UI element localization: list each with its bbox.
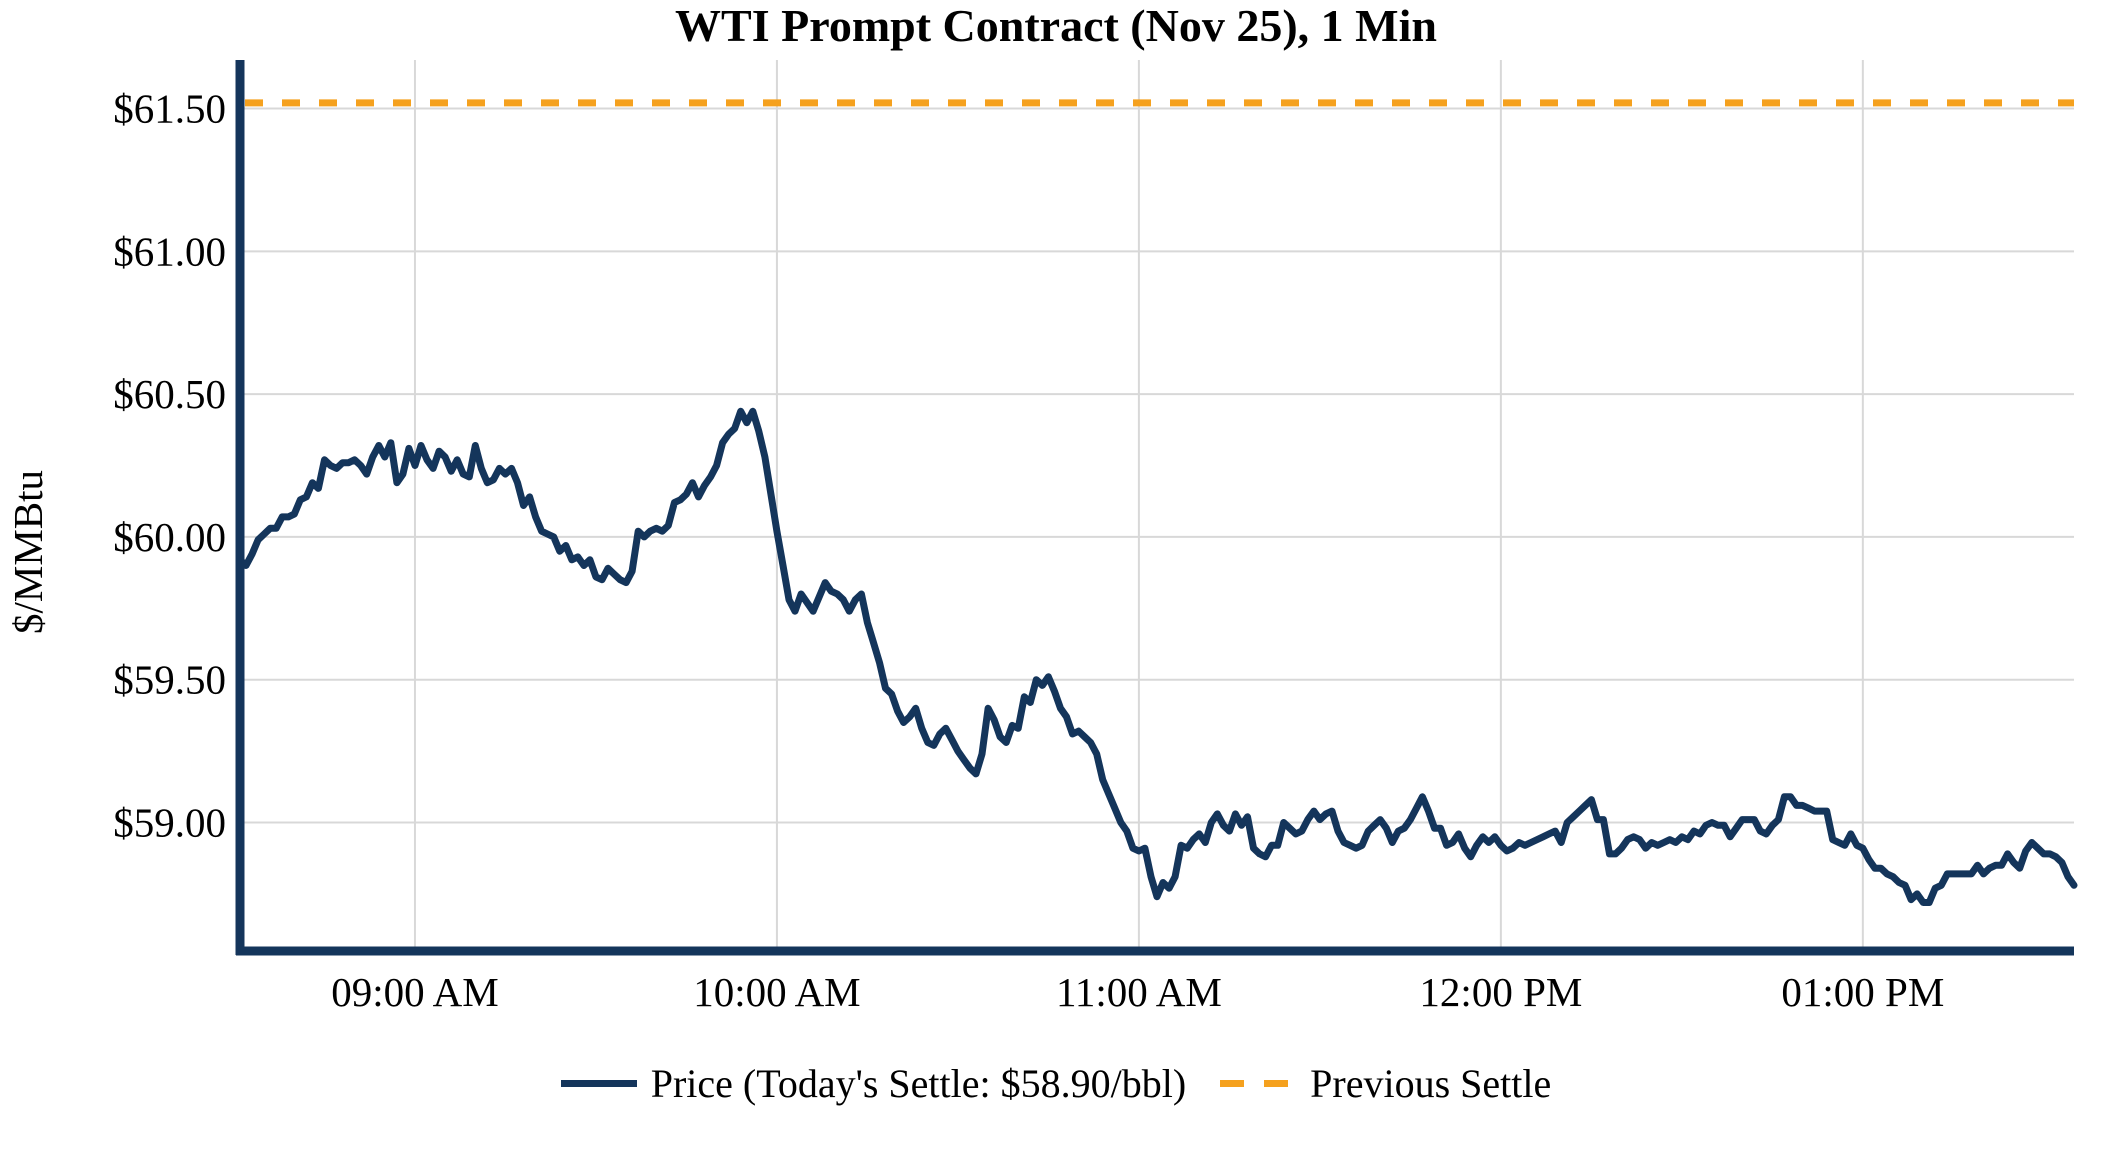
x-tick-label: 10:00 AM [693,969,860,1015]
plot-svg: 09:00 AM 10:00 AM 11:00 AM 12:00 PM 01:00 PM… [113,60,2078,1015]
legend-label-price: Price (Today's Settle: $58.90/bbl) [650,1060,1187,1106]
y-tick-label: $59.00 [113,799,226,845]
legend-item-previous-settle: Previous Settle [1220,1060,1551,1107]
x-tick-label: 01:00 PM [1781,969,1944,1015]
price-line-swatch [560,1079,637,1087]
legend-item-price: Price (Today's Settle: $58.90/bbl) [560,1060,1187,1107]
price-line [236,407,2078,906]
chart-title: WTI Prompt Contract (Nov 25), 1 Min [675,0,1437,51]
legend-label-previous-settle: Previous Settle [1310,1060,1552,1106]
x-tick-label: 12:00 PM [1419,969,1582,1015]
x-tick-label: 09:00 AM [331,969,498,1015]
y-tick-label: $61.00 [113,228,226,274]
legend: Price (Today's Settle: $58.90/bbl) Previ… [0,1056,2112,1110]
y-tick-label: $60.50 [113,371,226,417]
previous-settle-dash-swatch [1220,1079,1297,1087]
y-tick-label: $59.50 [113,657,226,703]
x-tick-label: 11:00 AM [1056,969,1222,1015]
y-tick-label: $60.00 [113,514,226,560]
y-tick-label: $61.50 [113,86,226,132]
